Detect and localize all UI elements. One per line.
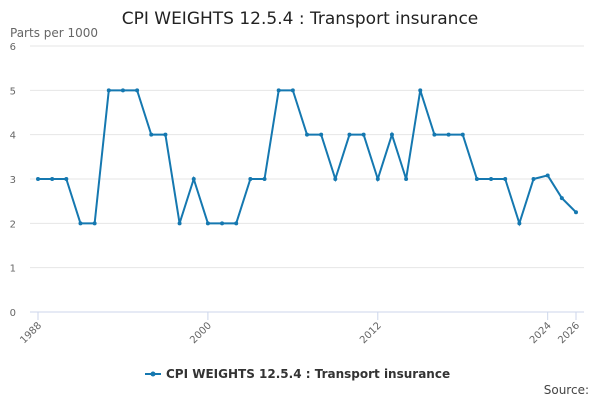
point xyxy=(262,177,267,181)
point xyxy=(177,221,182,226)
point xyxy=(234,221,239,226)
point xyxy=(503,177,508,181)
point xyxy=(559,196,564,201)
source: Source: xyxy=(544,383,589,397)
point xyxy=(347,132,352,137)
y-axis-label: Parts per 1000 xyxy=(10,26,98,40)
x-tick-label: 2012 xyxy=(358,320,384,346)
point xyxy=(290,88,295,93)
y-tick-label: 4 xyxy=(10,131,16,142)
y-tick-label: 1 xyxy=(10,264,16,275)
point xyxy=(205,221,210,226)
point xyxy=(248,177,253,181)
point xyxy=(446,132,451,137)
point xyxy=(135,88,140,93)
point xyxy=(78,221,83,226)
y-tick-label: 5 xyxy=(10,86,16,97)
series-line xyxy=(38,89,577,227)
point xyxy=(276,88,281,93)
point xyxy=(36,177,40,181)
point xyxy=(375,177,380,181)
point xyxy=(220,221,225,226)
point xyxy=(333,177,338,181)
point xyxy=(361,132,366,137)
point xyxy=(120,88,125,93)
point xyxy=(191,177,196,181)
point xyxy=(432,132,437,137)
point xyxy=(545,173,550,178)
chart-title: CPI WEIGHTS 12.5.4 : Transport insurance xyxy=(122,9,479,29)
point xyxy=(389,132,394,137)
y-tick-label: 0 xyxy=(10,308,16,319)
point xyxy=(64,177,69,181)
point xyxy=(305,132,309,137)
legend-marker xyxy=(150,371,156,377)
y-tick-label: 2 xyxy=(10,219,16,230)
point xyxy=(163,132,168,137)
point xyxy=(50,177,55,181)
point xyxy=(418,88,423,93)
point xyxy=(489,177,494,181)
point xyxy=(474,177,479,181)
legend-label: CPI WEIGHTS 12.5.4 : Transport insurance xyxy=(166,367,450,381)
point xyxy=(92,221,97,226)
y-tick-label: 6 xyxy=(10,42,16,53)
point xyxy=(106,88,111,93)
point xyxy=(574,210,578,215)
x-tick-label: 1988 xyxy=(18,320,44,346)
x-tick-label: 2024 xyxy=(528,320,554,346)
y-tick-label: 3 xyxy=(10,175,16,186)
point xyxy=(531,177,536,181)
point xyxy=(460,132,465,137)
point xyxy=(319,132,324,137)
point xyxy=(517,221,522,226)
point xyxy=(404,177,409,181)
point xyxy=(149,132,154,137)
x-tick-label: 2000 xyxy=(188,320,214,346)
x-tick-label: 2026 xyxy=(556,320,582,346)
